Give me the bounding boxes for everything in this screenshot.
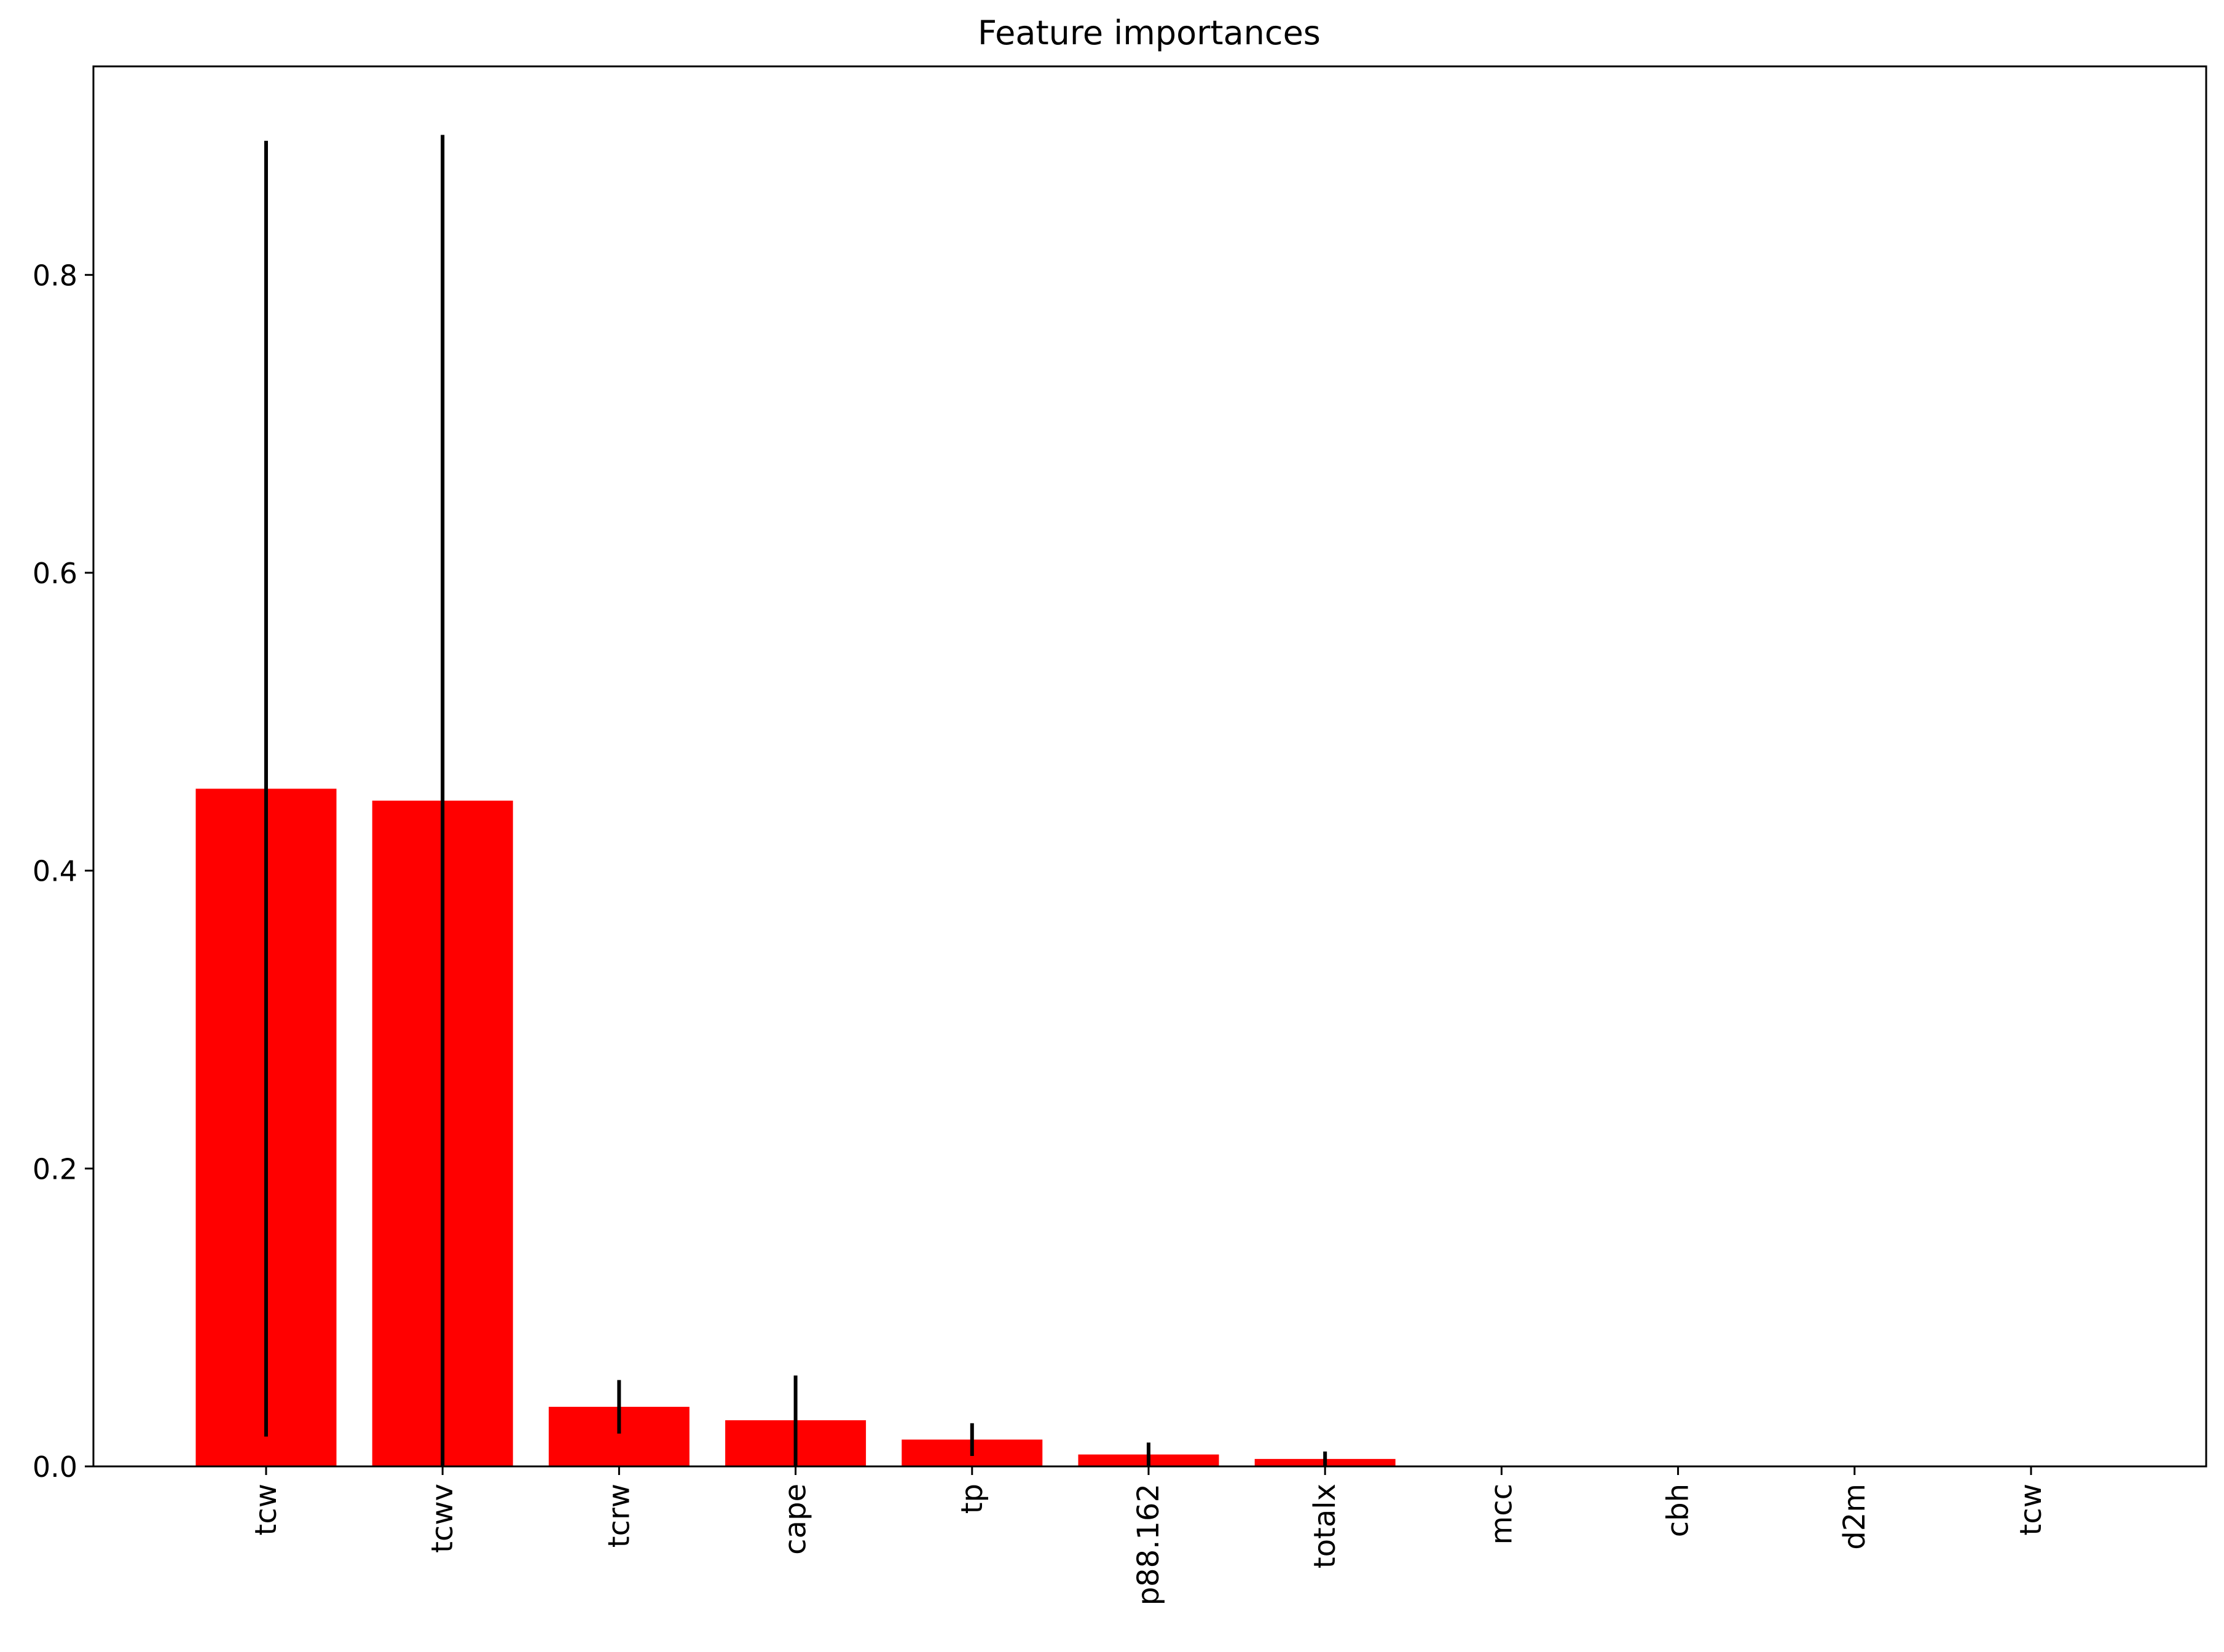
x-tick-label-0: tcw: [249, 1484, 283, 1535]
plot-frame: [92, 65, 2207, 1468]
x-tick-label-7: mcc: [1484, 1484, 1519, 1545]
x-tick-label-8: cbh: [1661, 1484, 1696, 1537]
x-tick-label-3: cape: [779, 1484, 813, 1555]
y-tick-label-1: 0.2: [33, 1152, 77, 1186]
y-tick-label-3: 0.6: [33, 557, 77, 590]
x-tick-label-5: p88.162: [1131, 1484, 1166, 1605]
error-bars-layer: [264, 135, 1327, 1466]
axes-layer: 0.0 0.2 0.4 0.6 0.8 tcw tcwv tcrw cape tp p88.162 t…: [33, 65, 2207, 1605]
x-tick-label-10: tcw: [2014, 1484, 2048, 1535]
x-tick-label-2: tcrw: [602, 1484, 636, 1548]
x-tick-label-9: d2m: [1837, 1484, 1872, 1550]
y-tick-label-0: 0.0: [33, 1450, 77, 1484]
x-tick-label-6: totalx: [1308, 1484, 1342, 1568]
y-tick-label-4: 0.8: [33, 259, 77, 292]
y-tick-label-2: 0.4: [33, 855, 77, 888]
x-tick-label-4: tp: [955, 1484, 989, 1514]
chart-title: Feature importances: [978, 14, 1321, 52]
x-tick-label-1: tcwv: [425, 1484, 460, 1553]
